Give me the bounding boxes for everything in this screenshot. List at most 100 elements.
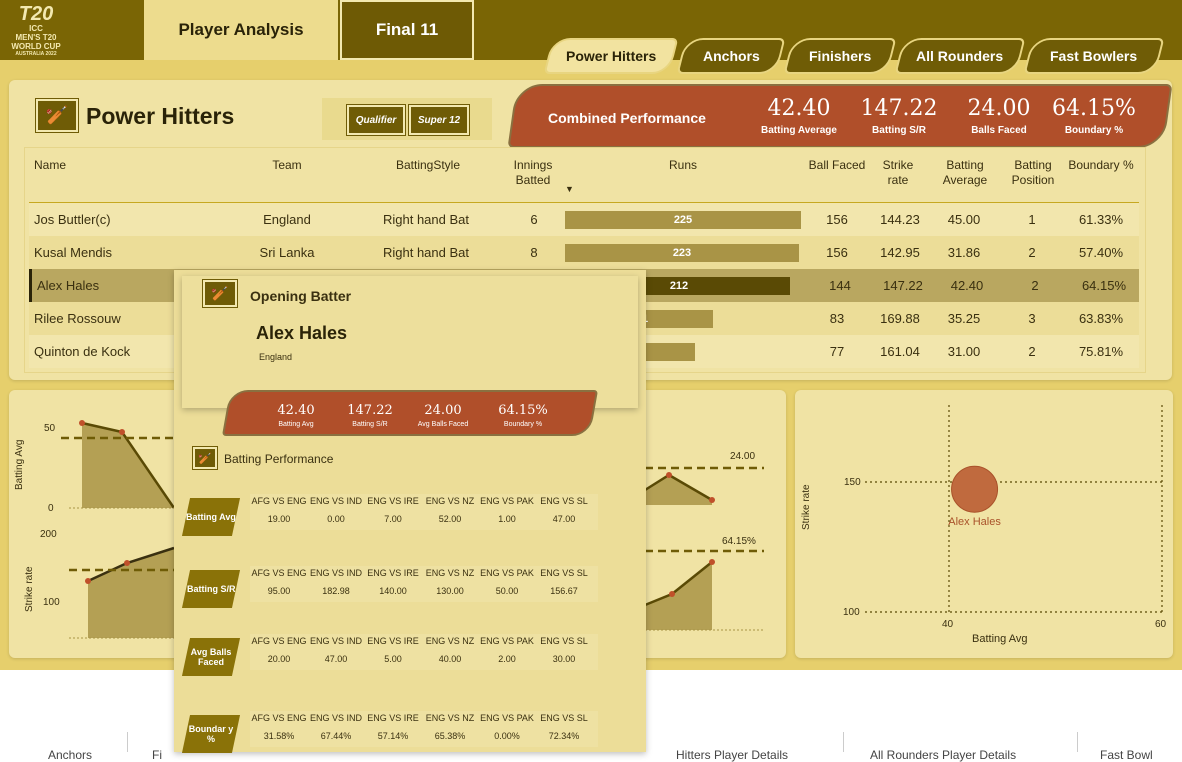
header-boundary[interactable]: Boundary % [1068,158,1134,172]
tooltip-balls-faced: 24.00 Avg Balls Faced [417,403,469,428]
tooltip-perf-title: Batting Performance [224,452,334,466]
header-batting-position[interactable]: Batting Position [1011,158,1055,187]
match-value: 30.00 [552,654,576,664]
cell-avg: 42.40 [950,278,984,293]
filter-super-12[interactable]: Super 12 [408,104,470,136]
match-value: 20.00 [267,654,291,664]
match-header: ENG VS IND [309,496,362,506]
cell-boundary: 75.81% [1078,344,1124,359]
bottom-tab-anchors[interactable]: Anchors [48,748,93,762]
cell-pos: 3 [1028,311,1036,326]
header-innings[interactable]: Innings Batted [513,158,553,187]
header-runs[interactable]: Runs [668,158,697,172]
cell-boundary: 57.40% [1078,245,1124,260]
match-value: 40.00 [438,654,462,664]
subtab-all-rounders[interactable]: All Rounders [894,38,1026,74]
scatter-chart: Alex Hales [865,405,1163,613]
batting-avg-axis-label: Batting Avg [14,439,25,490]
trend-charts [61,420,764,639]
section-title: Power Hitters [86,103,235,129]
subtab-finishers[interactable]: Finishers [783,38,897,74]
header-ball-faced[interactable]: Ball Faced [808,158,866,172]
sr-tick-100: 100 [43,597,60,608]
match-header: ENG VS PAK [480,568,534,578]
match-value: 156.67 [550,586,578,596]
subtab-anchors[interactable]: Anchors [676,38,786,74]
subtab-fast-bowlers[interactable]: Fast Bowlers [1023,38,1165,74]
cell-avg: 31.86 [947,245,981,260]
boundary-reference: 64.15% [722,536,756,547]
table-row[interactable]: Jos Buttler(c) England Right hand Bat 6 156 1… [29,203,1139,236]
cell-pos: 2 [1028,245,1036,260]
bottom-tab-finishers[interactable]: Fi [152,748,162,762]
match-value: 1.00 [498,514,516,524]
match-header: ENG VS IRE [367,568,419,578]
bottom-tab-hitters-details[interactable]: Hitters Player Details [676,748,789,762]
cell-style: Right hand Bat [382,245,469,260]
sort-desc-icon[interactable]: ▼ [565,184,574,194]
subtab-power-hitters[interactable]: Power Hitters [543,38,679,74]
cell-sr: 169.88 [880,311,920,326]
tooltip-batting-sr: 147.22 Batting S/R [347,403,393,428]
cell-boundary: 61.33% [1078,212,1124,227]
runs-bar: 223 [565,244,799,262]
cell-team: Sri Lanka [259,245,315,260]
scatter-y-label: Strike rate [801,484,812,530]
match-header: ENG VS IND [309,568,362,578]
perf-grid: AFG VS ENG 31.58% ENG VS IND 67.44% ENG VS I… [250,711,598,747]
match-value: 5.00 [384,654,402,664]
match-header: ENG VS IRE [367,636,419,646]
perf-metric-label: Boundar y % [181,715,241,753]
header-name[interactable]: Name [34,158,67,172]
table-row[interactable]: Kusal Mendis Sri Lanka Right hand Bat 8 156 1… [29,236,1139,269]
filter-qualifier[interactable]: Qualifier [346,104,406,136]
match-header: AFG VS ENG [251,636,307,646]
perf-grid: AFG VS ENG 20.00 ENG VS IND 47.00 ENG VS IRE… [250,634,598,670]
cell-name: Kusal Mendis [34,245,113,260]
cell-name: Jos Buttler(c) [34,212,111,227]
tooltip-batting-avg: 42.40 Batting Avg [277,403,315,428]
avg-tick-0: 0 [48,503,54,514]
cell-balls: 144 [829,278,851,293]
match-header: ENG VS IND [309,636,362,646]
match-value: 52.00 [438,514,462,524]
match-header: ENG VS SL [540,713,588,723]
match-value: 95.00 [267,586,291,596]
header-divider [29,202,1139,203]
match-header: ENG VS NZ [425,713,475,723]
header-strike-rate[interactable]: Strike rate [882,158,914,187]
t20-world-cup-logo: T20 ICC MEN'S T20 WORLD CUP AUSTRALIA 20… [11,3,61,57]
header-batting-average[interactable]: Batting Average [942,158,988,187]
match-header: AFG VS ENG [251,713,307,723]
tab-final-11[interactable]: Final 11 [340,0,474,60]
cell-name: Alex Hales [37,278,100,293]
header-team[interactable]: Team [272,158,302,172]
match-header: ENG VS NZ [425,568,475,578]
match-value: 50.00 [495,586,519,596]
match-header: ENG VS SL [540,496,588,506]
cell-pos: 1 [1028,212,1036,227]
cell-balls: 77 [829,344,845,359]
match-value: 47.00 [324,654,348,664]
perf-metric-label: Batting S/R [181,570,241,608]
match-value: 2.00 [498,654,516,664]
strike-rate-axis-label: Strike rate [24,566,35,612]
cell-sr: 142.95 [880,245,920,260]
header-batting-style[interactable]: BattingStyle [395,158,461,172]
match-value: 57.14% [377,731,409,741]
bottom-tab-fast-bowl[interactable]: Fast Bowl [1100,748,1153,762]
bottom-tab-all-rounders-details[interactable]: All Rounders Player Details [870,748,1017,762]
match-header: ENG VS NZ [425,636,475,646]
cell-sr: 144.23 [880,212,920,227]
scatter-point[interactable] [951,465,999,513]
match-header: ENG VS IND [309,713,362,723]
match-header: ENG VS PAK [480,496,534,506]
perf-grid: AFG VS ENG 95.00 ENG VS IND 182.98 ENG VS IR… [250,566,598,602]
match-value: 31.58% [263,731,295,741]
tooltip-role: Opening Batter [250,288,352,304]
tab-player-analysis[interactable]: Player Analysis [144,0,338,60]
match-value: 0.00% [494,731,520,741]
avg-tick-50: 50 [44,423,56,434]
cell-avg: 45.00 [947,212,981,227]
scatter-x-tick-40: 40 [942,619,954,630]
